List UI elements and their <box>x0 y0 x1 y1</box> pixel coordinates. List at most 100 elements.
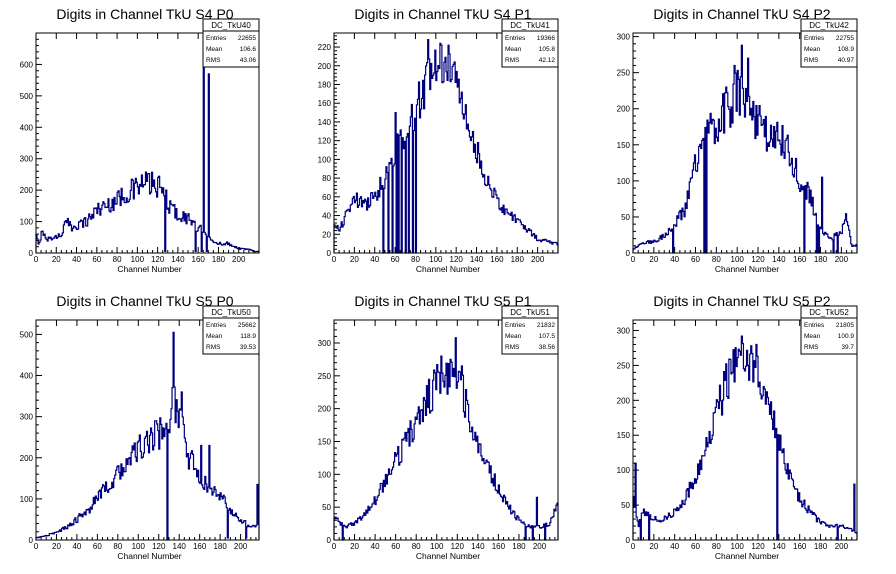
y-tick-label: 250 <box>617 69 631 78</box>
chart-title: Digits in Channel TkU S4 P0 <box>56 6 233 22</box>
stats-entries-value: 21832 <box>537 322 555 329</box>
x-tick-label: 0 <box>332 255 337 264</box>
x-tick-label: 60 <box>691 542 700 551</box>
x-tick-label: 100 <box>731 542 745 551</box>
x-tick-label: 100 <box>731 255 745 264</box>
histogram-panel-1: Digits in Channel TkU S4 P0 0 20 40 60 80 100 1… <box>20 6 260 274</box>
y-tick-label: 0 <box>29 249 34 258</box>
y-tick-label: 100 <box>20 218 34 227</box>
x-tick-label: 40 <box>72 255 81 264</box>
histogram-series <box>632 335 858 541</box>
y-tick-label: 100 <box>617 466 631 475</box>
stats-rms-label: RMS <box>206 57 221 64</box>
x-tick-label: 180 <box>213 542 227 551</box>
y-tick-label: 150 <box>617 141 631 150</box>
x-tick-label: 0 <box>332 542 337 551</box>
y-tick-label: 100 <box>20 495 34 504</box>
x-tick-label: 40 <box>371 542 380 551</box>
stats-box: DC_TkU52 Entries 21805 Mean 100.9 RMS 39.7 <box>800 305 858 355</box>
x-tick-label: 60 <box>93 542 102 551</box>
x-axis-label: Channel Number <box>416 551 480 561</box>
y-tick-label: 200 <box>617 105 631 114</box>
x-tick-label: 80 <box>712 255 721 264</box>
y-tick-label: 100 <box>318 155 332 164</box>
x-tick-label: 200 <box>835 542 849 551</box>
x-axis-label: Channel Number <box>715 551 779 561</box>
y-tick-label: 200 <box>318 405 332 414</box>
y-tick-label: 140 <box>318 118 332 127</box>
histogram-series <box>632 44 858 254</box>
stats-box-frame <box>501 18 559 68</box>
stats-histogram-name: DC_TkU40 <box>211 21 251 30</box>
stats-entries-label: Entries <box>505 35 526 42</box>
histogram-panel-5: Digits in Channel TkU S5 P1 0 20 40 60 80 100 1… <box>318 293 559 561</box>
x-tick-label: 140 <box>470 255 484 264</box>
x-tick-label: 140 <box>173 542 187 551</box>
x-tick-label: 60 <box>391 542 400 551</box>
stats-rms-value: 39.53 <box>240 344 257 351</box>
y-tick-label: 180 <box>318 80 332 89</box>
x-tick-label: 20 <box>52 255 61 264</box>
x-tick-label: 80 <box>411 255 420 264</box>
stats-histogram-name: DC_TkU51 <box>510 308 550 317</box>
x-tick-label: 40 <box>670 255 679 264</box>
stats-rms-value: 43.06 <box>240 57 257 64</box>
stats-mean-value: 100.9 <box>838 333 855 340</box>
stats-entries-label: Entries <box>804 35 825 42</box>
histogram-panel-6: Digits in Channel TkU S5 P2 0 20 40 60 80 100 1… <box>617 293 858 561</box>
x-tick-label: 180 <box>511 255 525 264</box>
stats-entries-label: Entries <box>206 322 227 329</box>
x-tick-label: 100 <box>132 542 146 551</box>
y-tick-label: 200 <box>318 62 332 71</box>
x-tick-label: 180 <box>814 255 828 264</box>
x-tick-label: 100 <box>430 542 444 551</box>
stats-entries-value: 22655 <box>238 35 256 42</box>
y-tick-label: 50 <box>322 503 331 512</box>
histogram-series <box>333 337 559 541</box>
plot-frame <box>632 319 858 541</box>
y-tick-label: 150 <box>617 431 631 440</box>
y-tick-label: 400 <box>20 123 34 132</box>
stats-mean-value: 106.6 <box>240 46 257 53</box>
histogram-series <box>35 51 260 253</box>
stats-rms-value: 38.56 <box>539 344 556 351</box>
x-tick-label: 80 <box>113 255 122 264</box>
stats-box: DC_TkU50 Entries 25662 Mean 118.9 RMS 39.53 <box>202 305 260 355</box>
y-tick-label: 0 <box>327 536 332 545</box>
x-tick-label: 40 <box>670 542 679 551</box>
stats-rms-label: RMS <box>804 57 819 64</box>
stats-mean-value: 118.9 <box>240 333 256 340</box>
stats-mean-label: Mean <box>206 46 223 53</box>
x-tick-label: 120 <box>751 542 765 551</box>
x-tick-label: 120 <box>751 255 765 264</box>
stats-mean-label: Mean <box>505 333 522 340</box>
stats-entries-value: 25662 <box>238 322 256 329</box>
x-tick-label: 120 <box>451 542 465 551</box>
stats-mean-value: 107.5 <box>539 333 556 340</box>
stats-mean-label: Mean <box>505 46 522 53</box>
x-tick-label: 160 <box>490 255 504 264</box>
y-tick-label: 50 <box>621 213 630 222</box>
stats-histogram-name: DC_TkU42 <box>809 21 849 30</box>
y-tick-label: 40 <box>322 212 331 221</box>
x-tick-label: 100 <box>429 255 443 264</box>
y-tick-label: 300 <box>20 155 34 164</box>
x-axis-label: Channel Number <box>715 264 779 274</box>
x-tick-label: 0 <box>34 255 39 264</box>
stats-box: DC_TkU51 Entries 21832 Mean 107.5 RMS 38.56 <box>501 305 559 355</box>
histogram-panel-4: Digits in Channel TkU S5 P0 0 20 40 60 80 100 1… <box>20 293 260 561</box>
x-tick-label: 160 <box>793 255 807 264</box>
y-tick-label: 300 <box>20 413 34 422</box>
stats-histogram-name: DC_TkU52 <box>809 308 849 317</box>
x-tick-label: 140 <box>772 542 786 551</box>
chart-title: Digits in Channel TkU S5 P0 <box>56 293 233 309</box>
stats-box: DC_TkU42 Entries 22755 Mean 108.9 RMS 40.97 <box>800 18 858 68</box>
x-tick-label: 120 <box>152 542 166 551</box>
plot-frame <box>333 319 559 541</box>
x-tick-label: 180 <box>512 542 526 551</box>
stats-entries-value: 21805 <box>836 322 854 329</box>
stats-mean-value: 105.8 <box>539 46 556 53</box>
stats-histogram-name: DC_TkU41 <box>510 21 550 30</box>
y-tick-label: 200 <box>20 454 34 463</box>
